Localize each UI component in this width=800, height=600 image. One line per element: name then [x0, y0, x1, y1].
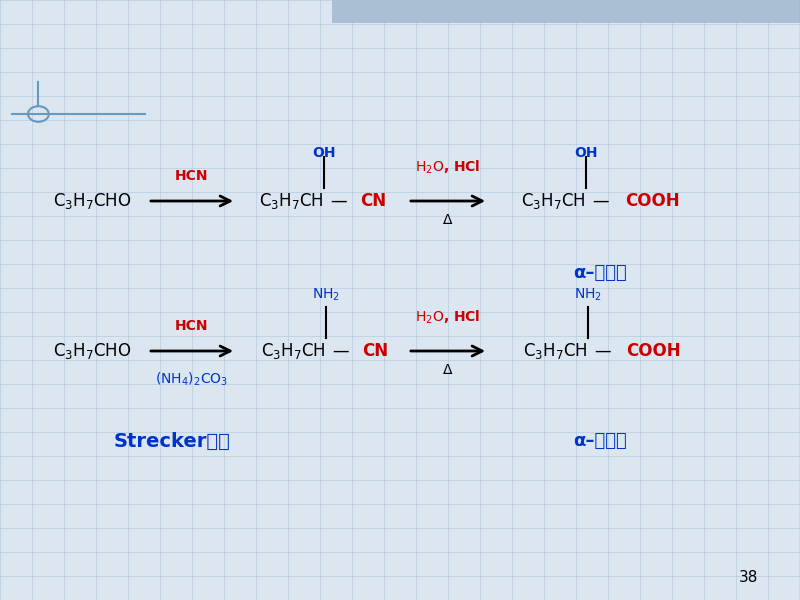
Text: —: —	[592, 192, 609, 210]
Text: COOH: COOH	[625, 192, 679, 210]
Text: α–氨基酸: α–氨基酸	[573, 432, 627, 450]
Text: Δ: Δ	[443, 363, 453, 377]
Text: α–羟基酸: α–羟基酸	[573, 264, 627, 282]
Text: Strecker反应: Strecker反应	[114, 431, 230, 451]
Text: —: —	[330, 192, 347, 210]
Text: $\mathsf{NH_2}$: $\mathsf{NH_2}$	[574, 287, 602, 303]
Text: $\mathsf{C_3H_7CHO}$: $\mathsf{C_3H_7CHO}$	[53, 341, 131, 361]
Text: COOH: COOH	[626, 342, 681, 360]
Text: HCN: HCN	[175, 319, 209, 333]
Text: OH: OH	[312, 146, 336, 160]
Text: $\mathsf{(NH_4)_2CO_3}$: $\mathsf{(NH_4)_2CO_3}$	[155, 370, 229, 388]
Text: $\mathsf{C_3H_7CH}$: $\mathsf{C_3H_7CH}$	[261, 341, 326, 361]
Text: $\mathsf{C_3H_7CHO}$: $\mathsf{C_3H_7CHO}$	[53, 191, 131, 211]
Text: —: —	[332, 342, 349, 360]
Text: —: —	[594, 342, 611, 360]
Text: $\mathsf{C_3H_7CH}$: $\mathsf{C_3H_7CH}$	[523, 341, 588, 361]
Text: $\mathsf{NH_2}$: $\mathsf{NH_2}$	[311, 287, 340, 303]
Text: OH: OH	[574, 146, 598, 160]
Text: $\mathsf{H_2O}$, HCl: $\mathsf{H_2O}$, HCl	[415, 308, 481, 326]
Text: Δ: Δ	[443, 213, 453, 227]
Text: CN: CN	[361, 192, 386, 210]
Bar	[332, 0, 800, 23]
Text: CN: CN	[362, 342, 388, 360]
Text: HCN: HCN	[175, 169, 209, 183]
Text: 38: 38	[738, 570, 758, 584]
Text: $\mathsf{C_3H_7CH}$: $\mathsf{C_3H_7CH}$	[259, 191, 324, 211]
Text: $\mathsf{C_3H_7CH}$: $\mathsf{C_3H_7CH}$	[521, 191, 586, 211]
Text: $\mathsf{H_2O}$, HCl: $\mathsf{H_2O}$, HCl	[415, 158, 481, 176]
